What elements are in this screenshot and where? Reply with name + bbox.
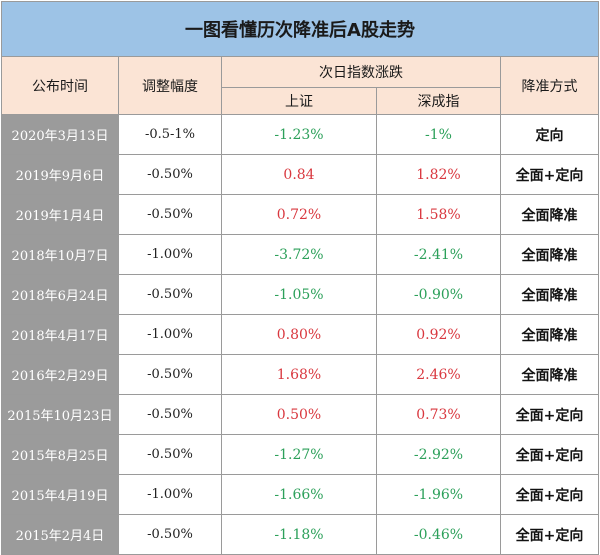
- header-shanghai: 上证: [221, 87, 377, 115]
- cell-shenzhen-change: 1.58%: [376, 194, 501, 235]
- cell-shanghai-change: -1.27%: [221, 434, 377, 475]
- table-row: 2016年2月29日 -0.50% 1.68% 2.46% 全面降准: [1, 354, 599, 395]
- cell-method: 定向: [500, 114, 599, 155]
- cell-method: 全面+定向: [500, 514, 599, 555]
- table-row: 2018年10月7日 -1.00% -3.72% -2.41% 全面降准: [1, 234, 599, 275]
- cell-shanghai-change: -1.23%: [221, 114, 377, 155]
- table-row: 2019年1月4日 -0.50% 0.72% 1.58% 全面降准: [1, 194, 599, 235]
- cell-shenzhen-change: 1.82%: [376, 154, 501, 195]
- cell-date: 2016年2月29日: [1, 354, 119, 395]
- table-row: 2018年6月24日 -0.50% -1.05% -0.90% 全面降准: [1, 274, 599, 315]
- table-row: 2015年4月19日 -1.00% -1.66% -1.96% 全面+定向: [1, 474, 599, 515]
- table-title: 一图看懂历次降准后A股走势: [1, 1, 599, 57]
- cell-shenzhen-change: -2.41%: [376, 234, 501, 275]
- header-next-day-change: 次日指数涨跌: [221, 56, 501, 88]
- cell-adjustment: -0.5-1%: [118, 114, 222, 155]
- cell-method: 全面降准: [500, 354, 599, 395]
- cell-date: 2015年4月19日: [1, 474, 119, 515]
- table-row: 2018年4月17日 -1.00% 0.80% 0.92% 全面降准: [1, 314, 599, 355]
- cell-shanghai-change: 0.80%: [221, 314, 377, 355]
- cell-adjustment: -0.50%: [118, 354, 222, 395]
- table-row: 2015年8月25日 -0.50% -1.27% -2.92% 全面+定向: [1, 434, 599, 475]
- cell-method: 全面降准: [500, 194, 599, 235]
- cell-adjustment: -0.50%: [118, 514, 222, 555]
- cell-adjustment: -0.50%: [118, 194, 222, 235]
- cell-shanghai-change: 1.68%: [221, 354, 377, 395]
- cell-adjustment: -0.50%: [118, 274, 222, 315]
- cell-shanghai-change: -3.72%: [221, 234, 377, 275]
- cell-shanghai-change: -1.18%: [221, 514, 377, 555]
- header-shenzhen: 深成指: [376, 87, 501, 115]
- cell-shenzhen-change: -2.92%: [376, 434, 501, 475]
- header-date: 公布时间: [1, 56, 119, 115]
- table-row: 2015年10月23日 -0.50% 0.50% 0.73% 全面+定向: [1, 394, 599, 435]
- cell-date: 2018年6月24日: [1, 274, 119, 315]
- cell-adjustment: -0.50%: [118, 154, 222, 195]
- cell-date: 2020年3月13日: [1, 114, 119, 155]
- cell-date: 2015年10月23日: [1, 394, 119, 435]
- cell-shanghai-change: -1.05%: [221, 274, 377, 315]
- table-body: 2020年3月13日 -0.5-1% -1.23% -1% 定向 2019年9月6日 -0.…: [1, 114, 599, 555]
- cell-method: 全面降准: [500, 314, 599, 355]
- cell-shenzhen-change: 0.92%: [376, 314, 501, 355]
- table-row: 2019年9月6日 -0.50% 0.84 1.82% 全面+定向: [1, 154, 599, 195]
- cell-shenzhen-change: -1.96%: [376, 474, 501, 515]
- cell-adjustment: -0.50%: [118, 394, 222, 435]
- cell-method: 全面降准: [500, 234, 599, 275]
- cell-adjustment: -1.00%: [118, 474, 222, 515]
- cell-date: 2018年10月7日: [1, 234, 119, 275]
- cell-shenzhen-change: -1%: [376, 114, 501, 155]
- table-row: 2015年2月4日 -0.50% -1.18% -0.46% 全面+定向: [1, 514, 599, 555]
- header-adjustment: 调整幅度: [118, 56, 222, 115]
- cell-shenzhen-change: -0.90%: [376, 274, 501, 315]
- cell-date: 2018年4月17日: [1, 314, 119, 355]
- cell-date: 2015年8月25日: [1, 434, 119, 475]
- cell-shanghai-change: -1.66%: [221, 474, 377, 515]
- cell-adjustment: -1.00%: [118, 234, 222, 275]
- cell-method: 全面+定向: [500, 394, 599, 435]
- cell-method: 全面降准: [500, 274, 599, 315]
- cell-date: 2015年2月4日: [1, 514, 119, 555]
- cell-date: 2019年9月6日: [1, 154, 119, 195]
- cell-method: 全面+定向: [500, 474, 599, 515]
- cell-shanghai-change: 0.50%: [221, 394, 377, 435]
- cell-date: 2019年1月4日: [1, 194, 119, 235]
- cell-adjustment: -1.00%: [118, 314, 222, 355]
- cell-method: 全面+定向: [500, 434, 599, 475]
- cell-shenzhen-change: 2.46%: [376, 354, 501, 395]
- cell-shanghai-change: 0.72%: [221, 194, 377, 235]
- cell-method: 全面+定向: [500, 154, 599, 195]
- cell-shanghai-change: 0.84: [221, 154, 377, 195]
- cell-adjustment: -0.50%: [118, 434, 222, 475]
- cell-shenzhen-change: 0.73%: [376, 394, 501, 435]
- header-method: 降准方式: [500, 56, 599, 115]
- table-row: 2020年3月13日 -0.5-1% -1.23% -1% 定向: [1, 114, 599, 155]
